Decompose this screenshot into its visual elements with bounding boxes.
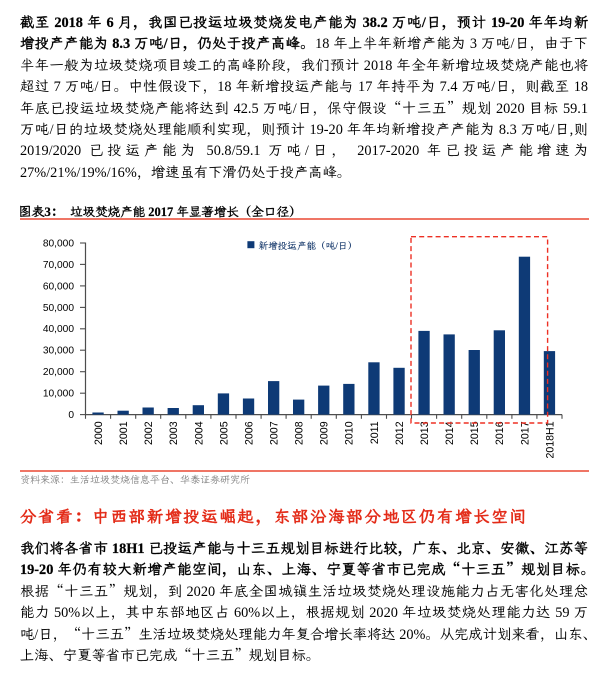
- svg-text:60,000: 60,000: [43, 281, 74, 292]
- svg-text:2007: 2007: [269, 421, 281, 445]
- svg-text:2014: 2014: [444, 421, 456, 445]
- svg-text:0: 0: [68, 410, 74, 421]
- svg-text:2001: 2001: [118, 421, 130, 445]
- svg-text:2002: 2002: [143, 421, 155, 445]
- svg-text:2000: 2000: [93, 421, 105, 445]
- svg-text:70,000: 70,000: [43, 260, 74, 271]
- svg-text:2011: 2011: [369, 421, 381, 444]
- svg-text:2015: 2015: [469, 421, 481, 445]
- svg-text:2003: 2003: [168, 421, 180, 445]
- svg-text:2005: 2005: [218, 421, 230, 445]
- svg-text:20,000: 20,000: [43, 367, 74, 378]
- svg-text:2016: 2016: [494, 421, 506, 445]
- svg-text:2018H1: 2018H1: [544, 421, 556, 458]
- svg-text:2009: 2009: [319, 421, 331, 445]
- svg-text:2013: 2013: [419, 421, 431, 445]
- svg-text:2010: 2010: [344, 421, 356, 445]
- svg-text:10,000: 10,000: [43, 389, 74, 400]
- svg-text:新增投运产能（吨/日）: 新增投运产能（吨/日）: [259, 238, 358, 252]
- svg-text:2004: 2004: [193, 421, 205, 445]
- svg-text:2012: 2012: [394, 421, 406, 445]
- svg-text:2006: 2006: [243, 421, 255, 445]
- svg-text:40,000: 40,000: [43, 324, 74, 335]
- svg-text:50,000: 50,000: [43, 303, 74, 314]
- svg-text:30,000: 30,000: [43, 346, 74, 357]
- svg-text:2008: 2008: [294, 421, 306, 445]
- svg-text:80,000: 80,000: [43, 238, 74, 249]
- svg-text:2017: 2017: [519, 421, 531, 445]
